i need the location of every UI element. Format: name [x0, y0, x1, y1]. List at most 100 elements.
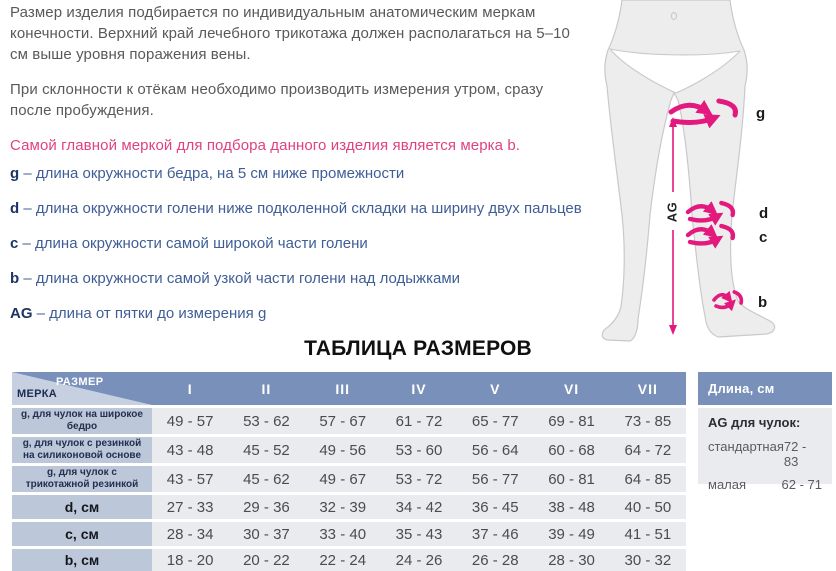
- size-table: РАЗМЕР МЕРКА I II III IV V VI VII g, для чулок на…: [12, 372, 686, 571]
- table-cell: 57 - 67: [304, 408, 381, 434]
- measurement-letter: b: [10, 270, 20, 287]
- table-cell: 38 - 48: [533, 495, 610, 519]
- row-label: g, для чулок на широкое бедро: [12, 408, 152, 434]
- diagram-label-b: b: [758, 294, 767, 311]
- table-corner-cell: РАЗМЕР МЕРКА: [12, 372, 152, 405]
- measurement-text: – длина окружности голени ниже подколенн…: [23, 200, 582, 217]
- table-cell: 64 - 85: [609, 466, 686, 492]
- diagram-label-g: g: [756, 105, 765, 122]
- corner-measure-label: МЕРКА: [17, 388, 57, 400]
- table-cell: 33 - 40: [304, 522, 381, 546]
- table-cell: 49 - 57: [152, 408, 229, 434]
- ag-arrow-down-icon: [669, 325, 677, 335]
- table-cell: 34 - 42: [380, 495, 458, 519]
- navel-mark: [670, 12, 678, 20]
- body-outline: [601, 0, 776, 342]
- ag-measure-line: AG: [664, 117, 682, 335]
- table-cell: 45 - 52: [228, 437, 305, 463]
- panty-shape: [609, 48, 741, 94]
- measurement-text: – длина окружности самой широкой части г…: [22, 235, 368, 252]
- ag-line-label: AG: [664, 202, 679, 223]
- table-cell: 61 - 72: [380, 408, 458, 434]
- table-cell: 60 - 68: [533, 437, 610, 463]
- diagram-label-d: d: [759, 205, 768, 222]
- body-silhouette-figure: [601, 0, 776, 342]
- table-cell: 26 - 28: [457, 549, 534, 571]
- table-cell: 41 - 51: [609, 522, 686, 546]
- table-cell: 35 - 43: [380, 522, 458, 546]
- table-cell: 30 - 37: [228, 522, 305, 546]
- measurement-definition: AG – длина от пятки до измерения g: [10, 303, 670, 324]
- measurement-definitions: g – длина окружности бедра, на 5 см ниже…: [10, 163, 670, 338]
- measure-ring-d: [685, 200, 736, 226]
- table-cell: 22 - 24: [304, 549, 381, 571]
- table-cell: 20 - 22: [228, 549, 305, 571]
- intro-paragraph-1: Размер изделия подбирается по индивидуал…: [10, 4, 570, 63]
- table-cell: 69 - 81: [533, 408, 610, 434]
- measurement-definition: b – длина окружности самой узкой части г…: [10, 268, 670, 289]
- table-cell: 56 - 77: [457, 466, 534, 492]
- measurement-letter: AG: [10, 305, 33, 322]
- corner-size-label: РАЗМЕР: [56, 376, 104, 388]
- column-header-size-iii: III: [304, 372, 381, 405]
- row-label: c, см: [12, 522, 152, 546]
- table-cell: 27 - 33: [152, 495, 229, 519]
- length-row: стандартная 72 - 83: [708, 439, 822, 469]
- length-panel-header: Длина, см: [698, 372, 832, 405]
- table-cell: 73 - 85: [609, 408, 686, 434]
- row-label: d, см: [12, 495, 152, 519]
- table-cell: 43 - 48: [152, 437, 229, 463]
- table-cell: 49 - 67: [304, 466, 381, 492]
- length-panel-subtitle: AG для чулок:: [708, 415, 801, 430]
- column-header-size-ii: II: [228, 372, 305, 405]
- table-cell: 18 - 20: [152, 549, 229, 571]
- table-cell: 49 - 56: [304, 437, 381, 463]
- leg-measurement-diagram: AG g d c b: [601, 0, 776, 342]
- table-cell: 30 - 32: [609, 549, 686, 571]
- table-cell: 36 - 45: [457, 495, 534, 519]
- measurement-definition: d – длина окружности голени ниже подколе…: [10, 198, 670, 219]
- table-cell: 64 - 72: [609, 437, 686, 463]
- intro-section: Размер изделия подбирается по индивидуал…: [10, 2, 630, 156]
- table-cell: 53 - 72: [380, 466, 458, 492]
- table-cell: 53 - 62: [228, 408, 305, 434]
- table-cell: 65 - 77: [457, 408, 534, 434]
- table-cell: 39 - 49: [533, 522, 610, 546]
- length-row-label: малая: [708, 477, 747, 492]
- ag-arrow-up-icon: [669, 117, 677, 127]
- table-cell: 43 - 57: [152, 466, 229, 492]
- column-header-size-iv: IV: [380, 372, 458, 405]
- length-row-label: стандартная: [708, 439, 784, 454]
- measure-ring-b: [712, 290, 744, 312]
- table-cell: 45 - 62: [228, 466, 305, 492]
- length-panel-body: AG для чулок: стандартная 72 - 83 малая 62 …: [698, 408, 832, 492]
- table-cell: 32 - 39: [304, 495, 381, 519]
- intro-highlight: Самой главной меркой для подбора данного…: [10, 137, 521, 154]
- measurement-definition: c – длина окружности самой широкой части…: [10, 233, 670, 254]
- column-header-size-vii: VII: [609, 372, 686, 405]
- measurement-text: – длина окружности бедра, на 5 см ниже п…: [23, 165, 405, 182]
- measurement-definition: g – длина окружности бедра, на 5 см ниже…: [10, 163, 670, 184]
- length-panel: Длина, см AG для чулок: стандартная 72 - …: [698, 372, 832, 492]
- measurement-rings: [668, 98, 744, 312]
- table-cell: 28 - 34: [152, 522, 229, 546]
- measure-ring-c: [685, 223, 736, 249]
- row-label: g, для чулок с трикотажной резинкой: [12, 466, 152, 492]
- diagram-label-c: c: [759, 229, 767, 246]
- table-cell: 56 - 64: [457, 437, 534, 463]
- column-header-size-i: I: [152, 372, 229, 405]
- measurement-letter: g: [10, 165, 20, 182]
- row-label: b, см: [12, 549, 152, 571]
- row-label: g, для чулок с резинкой на силиконовой о…: [12, 437, 152, 463]
- table-cell: 53 - 60: [380, 437, 458, 463]
- length-row: малая 62 - 71: [708, 477, 822, 492]
- table-cell: 28 - 30: [533, 549, 610, 571]
- measurement-letter: c: [10, 235, 19, 252]
- column-header-size-v: V: [457, 372, 534, 405]
- column-header-size-vi: VI: [533, 372, 610, 405]
- table-cell: 60 - 81: [533, 466, 610, 492]
- length-row-value: 62 - 71: [781, 477, 822, 492]
- table-cell: 40 - 50: [609, 495, 686, 519]
- size-table-title: ТАБЛИЦА РАЗМЕРОВ: [304, 337, 532, 360]
- measure-ring-g: [668, 98, 738, 129]
